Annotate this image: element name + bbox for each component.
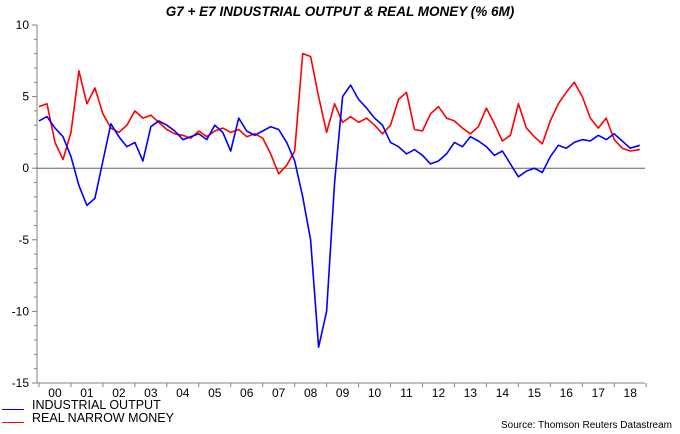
x-tick-label: 16: [560, 386, 574, 400]
x-tick-label: 14: [496, 386, 510, 400]
x-tick-label: 06: [240, 386, 254, 400]
x-tick-label: 02: [112, 386, 126, 400]
real-narrow-money-line: [38, 52, 640, 175]
x-tick-label: 12: [432, 386, 446, 400]
x-tick-label: 18: [624, 386, 638, 400]
legend-label: INDUSTRIAL OUTPUT: [32, 398, 161, 412]
x-tick-label: 05: [208, 386, 222, 400]
legend-item-industrial-output: INDUSTRIAL OUTPUT: [0, 398, 174, 412]
y-tick-label: -15: [12, 376, 30, 390]
x-tick-label: 13: [464, 386, 478, 400]
legend-item-real-narrow-money: REAL NARROW MONEY: [0, 411, 174, 425]
chart-title: G7 + E7 INDUSTRIAL OUTPUT & REAL MONEY (…: [165, 4, 515, 19]
y-tick-label: 10: [16, 18, 30, 32]
x-tick-label: 07: [272, 386, 286, 400]
x-tick-label: 01: [80, 386, 94, 400]
x-tick-label: 11: [400, 386, 413, 400]
source-note: Source: Thomson Reuters Datastream: [500, 420, 672, 431]
y-tick-label: 5: [22, 90, 29, 104]
legend-swatch-red-line-icon: [2, 422, 24, 423]
x-tick-label: 10: [368, 386, 382, 400]
legend: INDUSTRIAL OUTPUT REAL NARROW MONEY: [0, 398, 174, 425]
y-tick-label: -10: [12, 304, 30, 318]
industrial-output-line: [38, 84, 641, 349]
legend-swatch-blue-line-icon: [2, 409, 24, 410]
x-tick-label: 08: [304, 386, 318, 400]
x-tick-label: 04: [176, 386, 190, 400]
x-tick-label: 00: [48, 386, 62, 400]
x-tick-label: 03: [144, 386, 158, 400]
x-tick-label: 09: [336, 386, 350, 400]
x-tick-label: 17: [592, 386, 606, 400]
y-tick-label: 0: [22, 161, 29, 175]
y-tick-label: -5: [18, 233, 29, 247]
legend-label: REAL NARROW MONEY: [32, 411, 174, 425]
x-tick-label: 15: [528, 386, 542, 400]
